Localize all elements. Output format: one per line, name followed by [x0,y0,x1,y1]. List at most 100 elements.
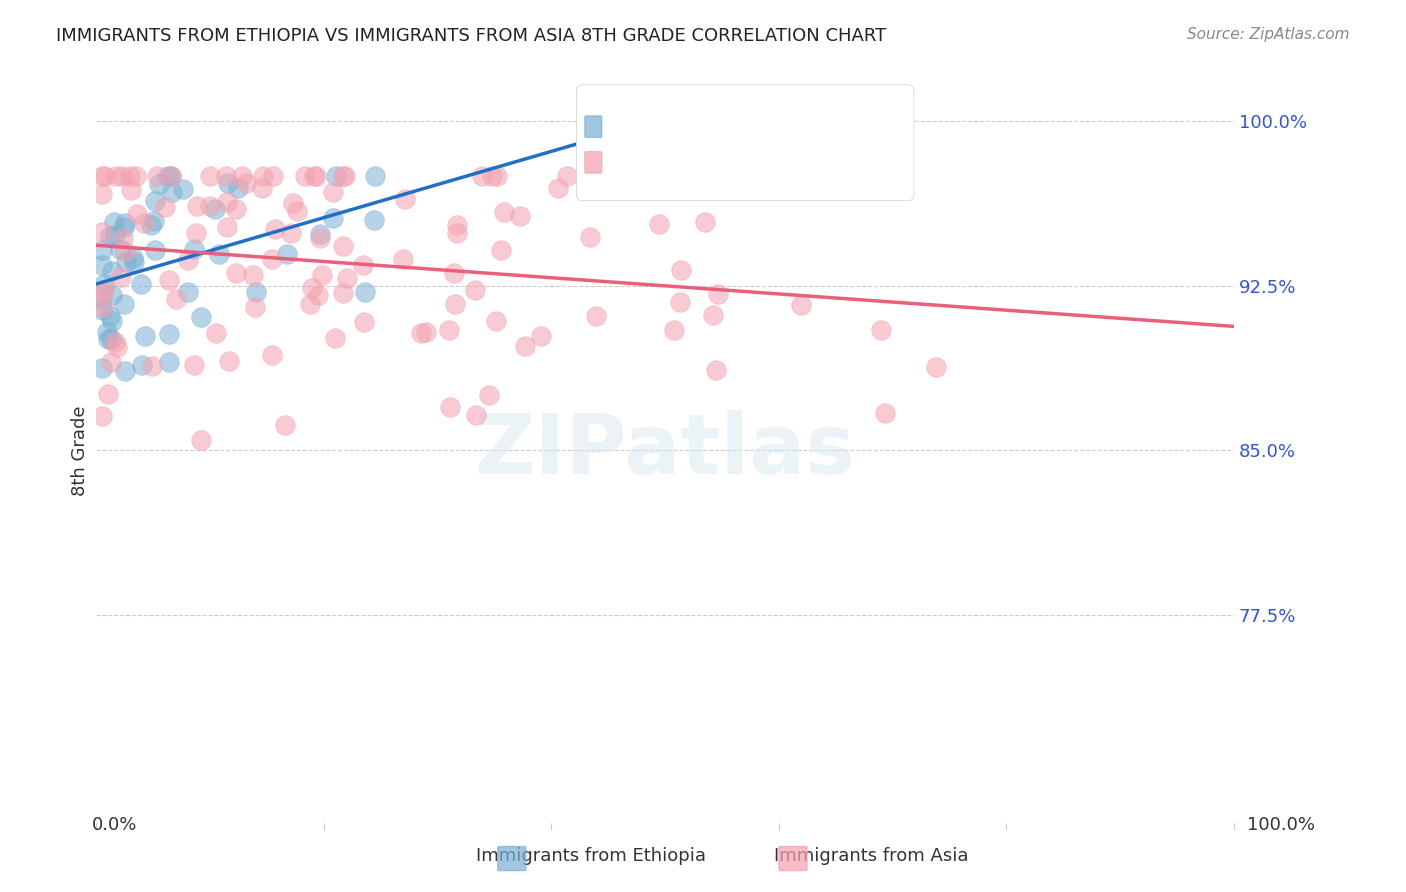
Point [301,281,323,295]
Point [464,283,486,297]
Point [262,252,284,266]
Point [252,169,274,184]
Point [141,359,163,373]
Point [364,169,387,184]
Point [90,285,112,300]
Point [131,358,153,372]
Point [352,258,374,272]
Point [90,186,112,201]
Point [555,169,578,184]
Point [183,242,205,256]
Point [509,209,531,223]
Point [299,297,322,311]
Point [90,243,112,257]
Point [443,266,465,280]
Point [464,408,486,422]
Point [547,181,569,195]
Point [90,169,112,184]
Point [231,169,253,184]
Point [90,292,112,306]
Point [100,355,122,369]
Text: R =: R = [609,118,643,136]
Point [105,340,128,354]
Point [217,176,239,190]
Point [394,192,416,206]
Point [243,301,266,315]
Point [262,169,284,184]
Point [307,288,329,302]
Point [446,218,468,232]
Point [98,228,121,243]
Point [157,273,180,287]
Point [186,199,208,213]
Point [101,288,124,302]
Point [205,326,228,341]
Point [103,215,125,229]
Point [363,213,385,227]
Point [446,226,468,240]
Point [100,332,122,346]
Point [283,196,305,211]
Point [215,219,238,234]
Point [148,177,170,191]
Point [198,199,221,213]
Point [125,206,148,220]
Point [870,323,893,337]
Point [160,169,183,184]
Point [96,326,118,340]
Point [172,182,194,196]
Point [204,202,226,217]
Point [353,314,375,328]
Point [115,255,138,269]
Point [93,301,115,315]
Point [669,295,692,310]
Point [132,216,155,230]
Point [332,285,354,300]
Text: N = 53: N = 53 [721,118,789,136]
Point [353,285,375,299]
Point [309,231,332,245]
Point [208,247,231,261]
Point [111,169,134,184]
Point [492,205,515,219]
Point [98,309,121,323]
Text: 100.0%: 100.0% [1247,816,1315,834]
Point [122,255,145,269]
Text: 0.0%: 0.0% [91,816,136,834]
Text: Immigrants from Asia: Immigrants from Asia [775,847,969,865]
Point [285,203,308,218]
Point [217,194,239,209]
Point [308,227,330,241]
Point [411,326,433,340]
Point [145,169,167,184]
Point [481,169,503,184]
Point [250,181,273,195]
Point [177,285,200,299]
Point [228,181,250,195]
Point [160,185,183,199]
Point [925,360,948,375]
Point [104,334,127,349]
Point [332,239,354,253]
Point [325,169,347,184]
Point [437,322,460,336]
Point [114,244,136,258]
Point [125,169,148,184]
Point [218,353,240,368]
Point [134,329,156,343]
Point [704,363,727,377]
Point [190,433,212,447]
Point [165,293,187,307]
Text: N = 112: N = 112 [721,153,801,171]
Point [225,266,247,280]
Point [875,406,897,420]
Point [90,302,112,317]
Point [157,355,180,369]
Point [145,194,167,209]
Point [97,386,120,401]
Point [235,176,257,190]
Point [112,297,135,311]
Point [415,325,437,339]
Point [245,285,267,299]
Point [485,169,508,184]
